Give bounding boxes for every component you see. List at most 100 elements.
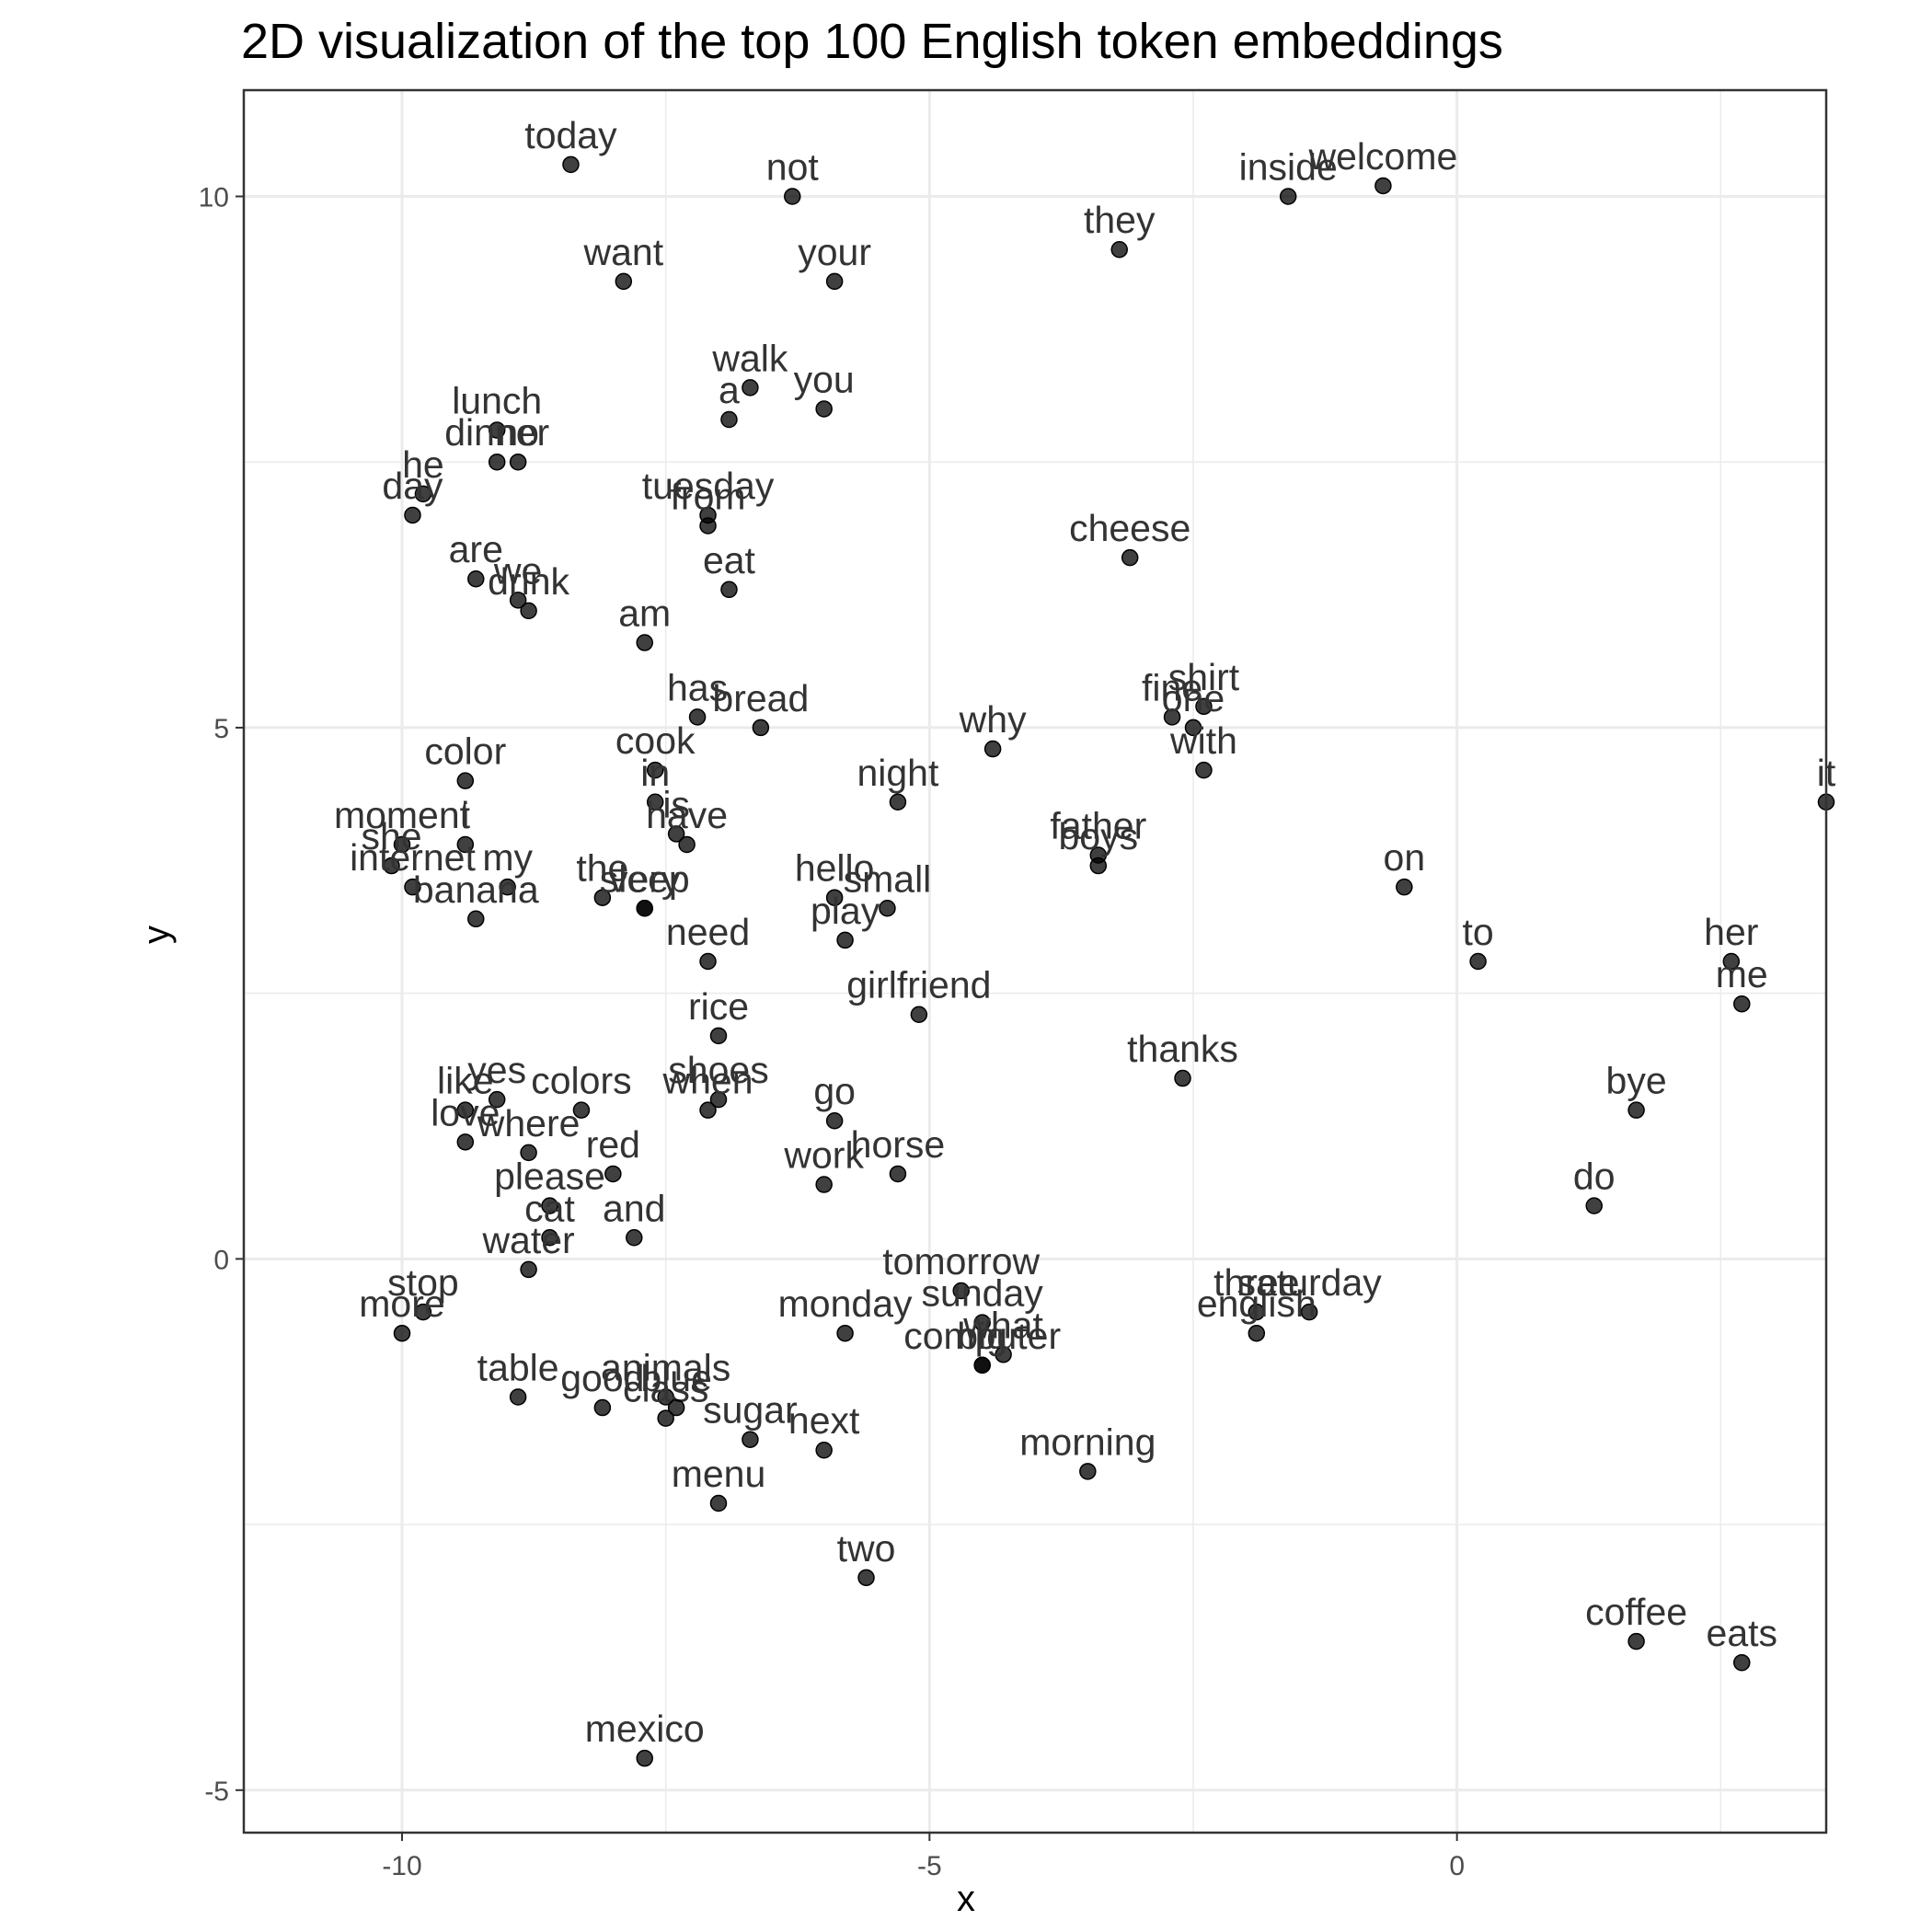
point-label: when (662, 1060, 753, 1102)
data-point (720, 410, 738, 429)
point-label: tuesday (642, 465, 775, 507)
point-label: her (1704, 911, 1758, 953)
point-label: cat (524, 1187, 575, 1229)
data-point (657, 1388, 674, 1406)
point-label: my (482, 836, 533, 879)
data-point (520, 1260, 537, 1279)
point-label: from (671, 476, 746, 518)
data-point (562, 155, 580, 174)
data-point (509, 592, 527, 609)
point-label: day (382, 465, 443, 507)
data-point (910, 1006, 928, 1023)
data-point (414, 1303, 432, 1321)
data-point (657, 1409, 674, 1427)
point-label: menu (672, 1453, 766, 1495)
data-point (1195, 761, 1213, 779)
data-point (857, 1569, 875, 1587)
point-label: sunday (922, 1272, 1044, 1315)
point-label: work (783, 1134, 864, 1177)
point-label: to (1462, 911, 1493, 953)
data-point (1184, 719, 1202, 737)
data-point (383, 857, 400, 875)
point-label: we (493, 549, 542, 592)
point-label: you (794, 358, 855, 400)
data-point (825, 1111, 844, 1130)
data-point (636, 900, 653, 917)
data-point (499, 878, 516, 896)
data-point (1121, 548, 1139, 567)
data-point (699, 517, 717, 535)
point-label: where (477, 1102, 581, 1144)
point-label: banana (413, 868, 539, 911)
data-point (1374, 177, 1392, 195)
data-point (541, 1197, 558, 1214)
point-label: monday (778, 1282, 913, 1325)
point-label: am (618, 592, 671, 635)
point-label: yes (467, 1049, 526, 1091)
point-label: has (667, 666, 728, 708)
point-label: a (719, 369, 740, 411)
data-point (815, 1176, 833, 1193)
point-label: the (576, 847, 628, 890)
data-point (1174, 1069, 1191, 1087)
point-label: dinner (444, 411, 549, 454)
point-label: want (582, 231, 663, 273)
y-axis-label: y (136, 926, 177, 944)
point-label: moment (334, 794, 471, 836)
point-label: three (1213, 1261, 1299, 1304)
point-label: tomorrow (882, 1240, 1040, 1282)
point-label: hello (795, 847, 875, 890)
point-label: horse (851, 1123, 946, 1166)
point-label: colors (531, 1060, 631, 1102)
data-point (646, 793, 664, 811)
data-point (1585, 1197, 1603, 1214)
data-point (1195, 697, 1213, 716)
point-label: one (1162, 677, 1225, 719)
data-point (593, 889, 612, 906)
data-point (626, 1229, 643, 1247)
data-point (836, 931, 854, 949)
data-point (825, 272, 844, 291)
point-label: go (813, 1070, 856, 1112)
x-axis-label: x (957, 1879, 975, 1919)
point-label: inside (1239, 145, 1338, 188)
point-label: please (494, 1156, 605, 1198)
point-label: is (662, 783, 690, 825)
y-tick-label: 0 (213, 1245, 229, 1275)
data-point (709, 1494, 728, 1512)
point-label: thanks (1127, 1028, 1238, 1070)
point-label: i (461, 794, 469, 836)
data-point (572, 1101, 591, 1119)
data-point (720, 581, 738, 599)
data-point (752, 719, 770, 737)
data-point (1248, 1324, 1266, 1342)
data-point (488, 453, 506, 471)
data-point (467, 569, 485, 588)
point-label: play (811, 890, 880, 932)
point-label: stop (387, 1261, 459, 1304)
data-point (593, 1398, 612, 1417)
point-label: next (788, 1399, 860, 1442)
point-label: table (477, 1347, 559, 1389)
data-point (889, 1165, 907, 1183)
data-point (1627, 1101, 1645, 1119)
data-point (456, 1133, 475, 1151)
point-label: small (844, 857, 932, 900)
data-point (836, 1324, 854, 1342)
plot-panel (244, 90, 1826, 1833)
data-point (488, 421, 506, 439)
data-point (1110, 240, 1128, 259)
point-label: computer (903, 1315, 1061, 1357)
data-point (509, 453, 527, 471)
data-point (983, 740, 1002, 758)
point-label: sleep (600, 857, 690, 900)
point-label: they (1084, 199, 1156, 241)
point-label: saturday (1237, 1261, 1383, 1304)
data-point (636, 1749, 653, 1767)
data-point (742, 1431, 759, 1448)
point-label: have (646, 794, 728, 836)
data-point (404, 506, 421, 524)
point-label: need (666, 911, 750, 953)
data-point (699, 1101, 717, 1119)
point-label: fine (1142, 666, 1202, 708)
